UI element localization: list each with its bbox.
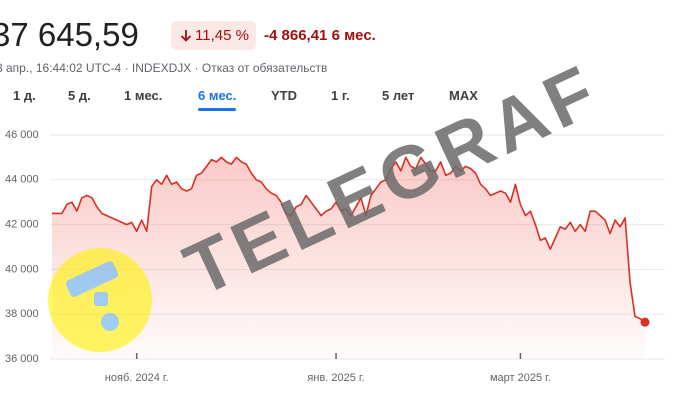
end-point (640, 317, 650, 327)
y-tick-label: 38 000 (5, 308, 39, 320)
range-tab[interactable]: 1 г. (331, 88, 350, 103)
range-tab[interactable]: 6 мес. (198, 88, 237, 111)
down-arrow (180, 30, 192, 42)
x-tick-label: янв. 2025 г. (307, 372, 364, 384)
change: -4 866,41 6 мес. (264, 27, 376, 44)
change-badge: 11,45 % (171, 21, 256, 50)
y-tick-label: 46 000 (5, 129, 39, 141)
x-tick-label: нояб. 2024 г. (105, 372, 169, 384)
range-tab[interactable]: YTD (271, 88, 297, 103)
area (52, 157, 645, 359)
range-tab[interactable]: 5 лет (382, 88, 415, 103)
change-percent: 11,45 % (195, 27, 249, 44)
watermark (48, 248, 152, 352)
change-period: 6 мес. (331, 27, 376, 44)
range-tab[interactable]: 1 д. (13, 88, 36, 103)
change-abs: -4 866,41 (264, 27, 328, 44)
subtitle: 8 апр., 16:44:02 UTC-4 · INDEXDJX · Отка… (0, 61, 328, 75)
range-tab[interactable]: MAX (449, 88, 478, 103)
y-tick-label: 40 000 (5, 263, 39, 275)
price-line (52, 156, 646, 323)
y-tick-label: 36 000 (5, 353, 39, 365)
range-tab[interactable]: 1 мес. (124, 88, 163, 103)
y-tick-label: 42 000 (5, 219, 39, 231)
x-tick-label: март 2025 г. (490, 372, 551, 384)
price: 37 645,59 (0, 16, 139, 53)
range-tab[interactable]: 5 д. (68, 88, 91, 103)
y-tick-label: 44 000 (5, 174, 39, 186)
